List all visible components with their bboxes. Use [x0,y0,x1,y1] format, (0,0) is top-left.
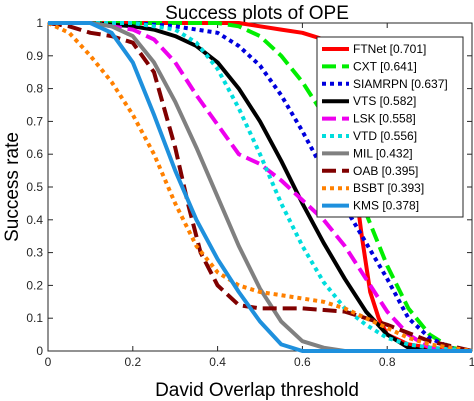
y-tick-label: 0 [36,344,43,358]
y-tick-label: 0.7 [26,114,43,128]
legend-entry-1: CXT [0.641] [353,59,417,73]
y-tick-label: 0.3 [26,246,43,260]
series-line-2 [48,21,473,353]
y-tick-label: 0.6 [26,147,43,161]
legend-entry-3: VTS [0.582] [353,94,416,108]
x-tick-label: 0.6 [294,355,311,369]
y-tick-label: 1 [36,16,43,30]
x-tick-label: 0.4 [209,355,226,369]
series-lines [47,21,473,353]
x-tick-label: 0.2 [124,355,141,369]
y-tick-label: 0.9 [26,49,43,63]
legend-entry-5: VTD [0.556] [353,129,417,143]
y-tick-label: 0.8 [26,82,43,96]
legend-entry-0: FTNet [0.701] [353,42,426,56]
series-line-8 [47,21,473,353]
series-line-1 [48,21,473,353]
y-tick-label: 0.5 [26,180,43,194]
x-tick-label: 0.8 [379,355,396,369]
legend: FTNet [0.701] CXT [0.641] SIAMRPN [0.637] V… [316,36,464,218]
y-tick-label: 0.2 [26,278,43,292]
y-tick-label: 0.4 [26,213,43,227]
x-tick-label: 1 [469,355,474,369]
series-line-5 [48,21,473,353]
series-line-4 [48,21,473,353]
legend-entry-4: LSK [0.558] [353,112,416,126]
legend-entry-7: OAB [0.395] [353,164,418,178]
legend-entry-8: BSBT [0.393] [353,181,424,195]
series-line-9 [48,21,472,353]
y-axis-label: Success rate [2,132,23,242]
legend-entry-6: MIL [0.432] [353,146,413,160]
legend-entry-2: SIAMRPN [0.637] [353,77,448,91]
series-line-3 [48,21,472,353]
axis-ticks: 0 0.2 0.4 0.6 0.8 1 0 0.1 0.2 0.3 0.4 0.5 0.6 0.7 0.8 0… [26,16,474,369]
legend-entry-9: KMS [0.378] [353,199,419,213]
x-tick-label: 0 [45,355,52,369]
chart-title: Success plots of OPE [165,3,349,24]
x-axis-label: David Overlap threshold [155,380,359,401]
y-tick-label: 0.1 [26,311,43,325]
